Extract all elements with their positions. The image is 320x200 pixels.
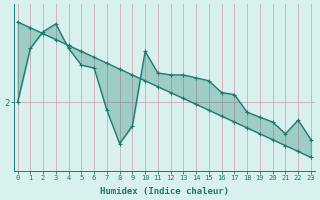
X-axis label: Humidex (Indice chaleur): Humidex (Indice chaleur) bbox=[100, 187, 229, 196]
